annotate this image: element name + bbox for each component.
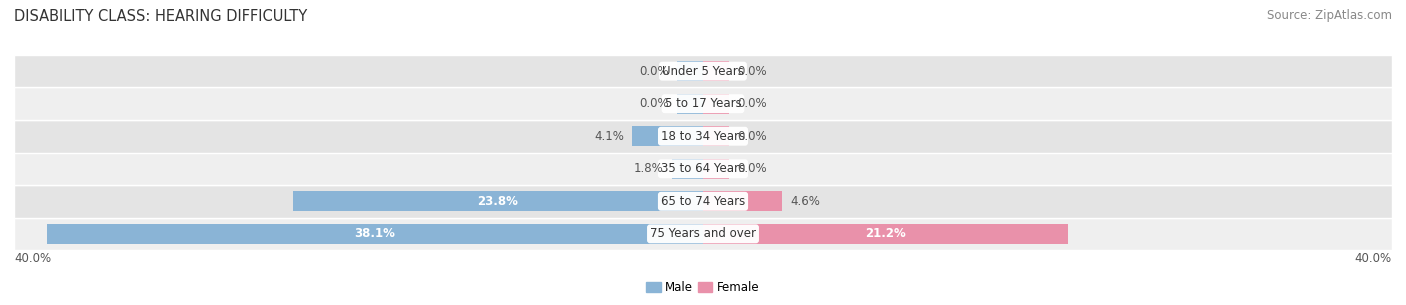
Text: 4.1%: 4.1% [593,130,624,143]
Bar [678,94,703,114]
Text: 1.8%: 1.8% [634,162,664,175]
Bar [672,159,703,179]
Bar [14,185,1392,217]
Text: 0.0%: 0.0% [738,162,768,175]
Text: 65 to 74 Years: 65 to 74 Years [661,195,745,208]
Legend: Male, Female: Male, Female [641,276,765,299]
Text: 40.0%: 40.0% [1355,252,1392,265]
Text: DISABILITY CLASS: HEARING DIFFICULTY: DISABILITY CLASS: HEARING DIFFICULTY [14,9,308,24]
Text: 0.0%: 0.0% [638,65,669,78]
Bar [703,94,728,114]
Text: Under 5 Years: Under 5 Years [662,65,744,78]
Bar [703,224,1069,244]
Text: 0.0%: 0.0% [738,97,768,110]
Bar [14,88,1392,120]
Text: Source: ZipAtlas.com: Source: ZipAtlas.com [1267,9,1392,22]
Bar [14,217,1392,250]
Bar [703,61,728,81]
Bar [633,126,703,146]
Text: 5 to 17 Years: 5 to 17 Years [665,97,741,110]
Bar [678,61,703,81]
Bar [14,152,1392,185]
Bar [292,191,703,211]
Bar [703,159,728,179]
Text: 38.1%: 38.1% [354,227,395,240]
Text: 0.0%: 0.0% [638,97,669,110]
Bar [14,120,1392,152]
Text: 21.2%: 21.2% [865,227,905,240]
Text: 4.6%: 4.6% [790,195,821,208]
Text: 23.8%: 23.8% [478,195,519,208]
Text: 75 Years and over: 75 Years and over [650,227,756,240]
Text: 18 to 34 Years: 18 to 34 Years [661,130,745,143]
Bar [14,55,1392,88]
Text: 0.0%: 0.0% [738,65,768,78]
Text: 40.0%: 40.0% [14,252,51,265]
Bar [703,191,782,211]
Text: 35 to 64 Years: 35 to 64 Years [661,162,745,175]
Bar [46,224,703,244]
Bar [703,126,728,146]
Text: 0.0%: 0.0% [738,130,768,143]
